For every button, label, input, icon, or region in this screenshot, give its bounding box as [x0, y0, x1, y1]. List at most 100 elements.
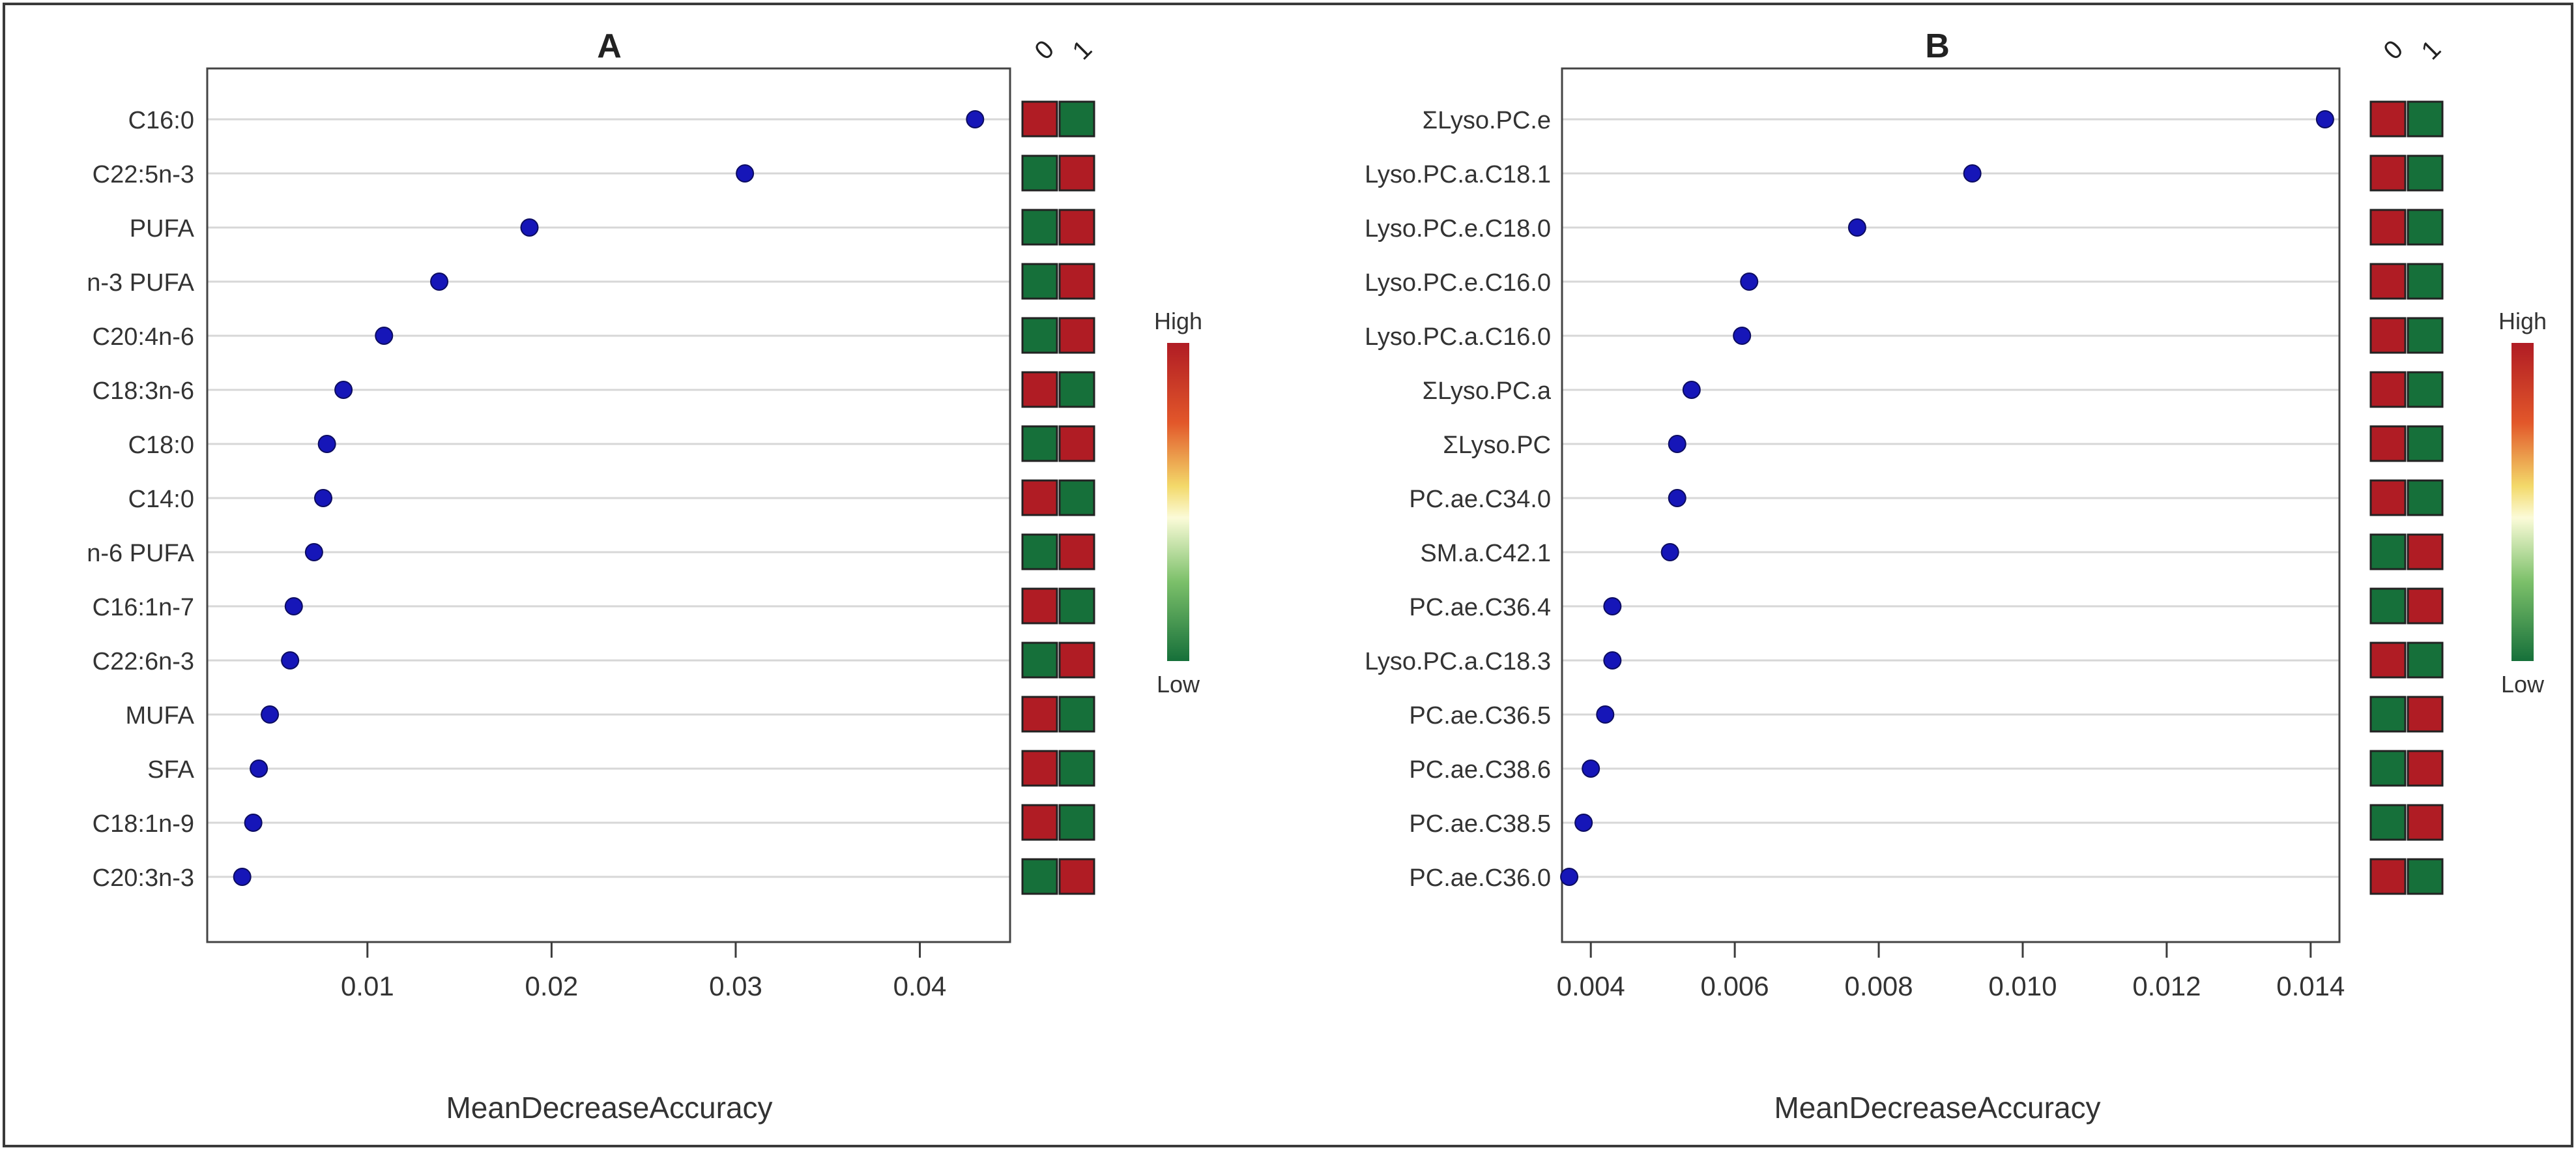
panel-b-heatmap-cell	[2407, 155, 2444, 192]
panel-a-heatmap-cell	[1058, 100, 1095, 138]
panel-a-heatmap-cell	[1058, 155, 1095, 192]
panel-a-point	[520, 218, 539, 237]
panel-b-heatmap-cell	[2369, 263, 2407, 300]
panel-a-heatmap-cell	[1058, 371, 1095, 408]
panel-a-heatmap-cell	[1021, 804, 1058, 841]
panel-a-legend-high: High	[1154, 308, 1202, 334]
panel-a-x-tick-label: 0.01	[341, 971, 394, 1001]
panel-a-heatmap-cell	[1021, 750, 1058, 787]
panel-b-x-tick-label: 0.008	[1844, 971, 1913, 1001]
panel-b-x-tick-label: 0.012	[2132, 971, 2201, 1001]
panel-b-heatmap-cell	[2369, 533, 2407, 570]
panel-b-heatmap-cell	[2407, 804, 2444, 841]
panel-a-y-label: C18:0	[128, 432, 194, 459]
panel-a: A 0.01 0.02 0.03 0.04 C16:0 C22:5n-3 PUFA n-3 …	[87, 27, 1202, 1125]
panel-b-heatmap-cell	[2369, 209, 2407, 246]
panel-b-y-label: PC.ae.C34.0	[1409, 486, 1551, 513]
panel-b-legend-bar	[2511, 343, 2534, 661]
panel-b-y-label: Lyso.PC.a.C16.0	[1365, 323, 1551, 351]
panel-a-y-label: C22:5n-3	[93, 161, 194, 188]
panel-a-heatmap-cell	[1058, 479, 1095, 516]
panel-a-point	[244, 814, 263, 832]
panel-b-point	[1963, 164, 1982, 183]
panel-a-x-label: MeanDecreaseAccuracy	[446, 1091, 772, 1125]
panel-a-heatmap-cell	[1021, 209, 1058, 246]
panel-a-point	[261, 705, 280, 724]
panel-b-gridlines	[1562, 118, 2339, 878]
panel-a-y-label: C20:3n-3	[93, 864, 194, 892]
panel-b-heatmap-cell	[2407, 696, 2444, 733]
panel-a-y-label: C16:0	[128, 107, 194, 134]
panel-a-legend-low: Low	[1157, 671, 1200, 698]
panel-a-point	[233, 868, 252, 886]
panel-b-y-label: PC.ae.C36.4	[1409, 594, 1551, 621]
panel-a-point	[736, 164, 755, 183]
panel-b-y-label: ΣLyso.PC	[1443, 432, 1551, 459]
panel-b-points	[1560, 110, 2334, 886]
panel-b-point	[1733, 327, 1752, 345]
panel-a-point	[317, 435, 336, 453]
panel-b-y-label: ΣLyso.PC.e	[1423, 107, 1551, 134]
panel-a-heatmap-cell	[1021, 696, 1058, 733]
panel-b-heatmap-cell	[2407, 100, 2444, 138]
panel-b-point	[1682, 381, 1701, 399]
panel-a-point	[281, 651, 300, 670]
panel-b-heatmap-cell	[2369, 858, 2407, 895]
panel-a-y-label: C18:1n-9	[93, 810, 194, 838]
panel-b-point	[1668, 435, 1686, 453]
panel-a-heatmap-cell	[1058, 317, 1095, 354]
panel-a-x-tick-label: 0.04	[893, 971, 947, 1001]
panel-b-x-tick-label: 0.010	[1988, 971, 2057, 1001]
panel-a-heatmap-cell	[1058, 641, 1095, 679]
panel-b-x-tick-label: 0.004	[1557, 971, 1625, 1001]
panel-b-heatmap-cell	[2369, 479, 2407, 516]
panel-a-point	[250, 759, 268, 778]
panel-a-y-label: C20:4n-6	[93, 323, 194, 351]
panel-a-heatmap-cell	[1058, 425, 1095, 462]
panel-b-legend-low: Low	[2501, 671, 2545, 698]
panel-a-y-label: C16:1n-7	[93, 594, 194, 621]
panel-b-plot-frame	[1561, 67, 2341, 943]
panel-b-x-axis: 0.004 0.006 0.008 0.010 0.012 0.014	[1557, 942, 2345, 1001]
panel-b-y-label: Lyso.PC.a.C18.1	[1365, 161, 1551, 188]
panel-a-x-tick-label: 0.02	[525, 971, 579, 1001]
panel-a-x-tick-label: 0.03	[709, 971, 762, 1001]
panel-a-heatmap-cell	[1058, 533, 1095, 570]
panel-a-x-axis: 0.01 0.02 0.03 0.04	[341, 942, 946, 1001]
panel-b-heatmap-cell	[2407, 858, 2444, 895]
panel-b-heatmap-cell	[2369, 696, 2407, 733]
panel-b-point	[1560, 868, 1579, 886]
panel-a-heatmap-cell	[1021, 100, 1058, 138]
panel-a-heatmap-cell	[1058, 696, 1095, 733]
panel-b-heatmap-cell	[2369, 155, 2407, 192]
panel-b-y-label: PC.ae.C38.6	[1409, 756, 1551, 784]
panel-b-y-label: Lyso.PC.e.C18.0	[1365, 215, 1551, 243]
panel-b-heatmap-cell	[2407, 317, 2444, 354]
panel-a-heatmap	[1021, 100, 1095, 895]
panel-a-point	[284, 597, 303, 615]
panel-b-heatmap-cell	[2407, 209, 2444, 246]
panel-b-heatmap-cell	[2407, 533, 2444, 570]
panel-b-y-label: Lyso.PC.a.C18.3	[1365, 648, 1551, 675]
panel-b-heatmap-cell	[2407, 750, 2444, 787]
panel-a-y-labels: C16:0 C22:5n-3 PUFA n-3 PUFA C20:4n-6 C18:3n-…	[87, 107, 194, 892]
panel-b-title: B	[1925, 27, 1950, 65]
panel-a-heatmap-cell	[1058, 858, 1095, 895]
panel-a-point	[966, 110, 985, 128]
panel-b-x-tick-label: 0.014	[2276, 971, 2345, 1001]
panel-b-heatmap-cell	[2407, 479, 2444, 516]
panel-b-x-label: MeanDecreaseAccuracy	[1774, 1091, 2100, 1125]
panel-b-y-label: SM.a.C42.1	[1420, 540, 1551, 567]
panel-b-point	[1603, 651, 1622, 670]
panel-a-point	[334, 381, 353, 399]
panel-a-y-label: C14:0	[128, 486, 194, 513]
panel-b-heatmap-cell	[2369, 587, 2407, 625]
panel-b-y-label: ΣLyso.PC.a	[1423, 377, 1552, 405]
panel-b-point	[1603, 597, 1622, 615]
panel-b-heatmap-cell	[2407, 371, 2444, 408]
panel-b-y-labels: ΣLyso.PC.e Lyso.PC.a.C18.1 Lyso.PC.e.C18.0…	[1365, 107, 1552, 892]
panel-a-heatmap-cell	[1021, 155, 1058, 192]
panel-a-heatmap-cell	[1021, 587, 1058, 625]
panel-a-heatmap-cell	[1021, 858, 1058, 895]
